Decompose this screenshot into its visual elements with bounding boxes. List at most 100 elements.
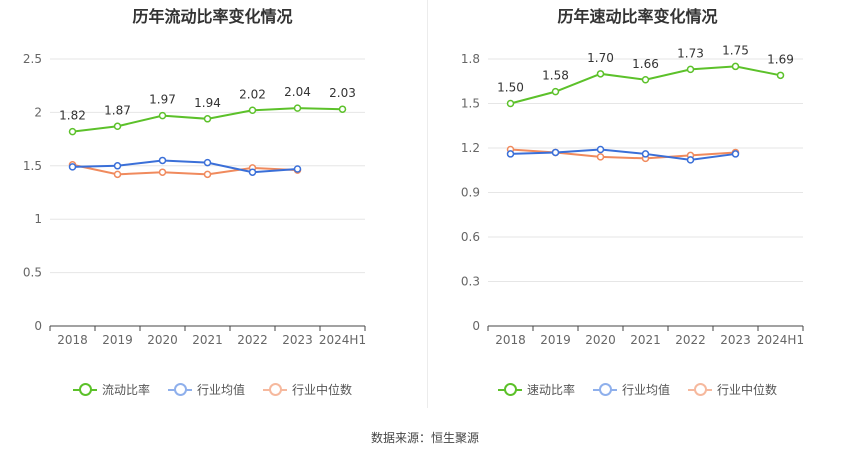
chart-legend: 速动比率 行业均值 行业中位数 [425, 381, 850, 398]
y-tick-label: 0.9 [461, 186, 480, 200]
y-tick-label: 0 [34, 319, 42, 333]
y-tick-label: 1.5 [23, 159, 42, 173]
legend-marker-icon [72, 382, 97, 396]
legend-marker-icon [688, 382, 712, 396]
data-label: 1.87 [104, 103, 131, 117]
data-point[interactable] [203, 115, 212, 123]
data-point[interactable] [293, 104, 302, 112]
data-label: 1.75 [722, 43, 749, 57]
data-point[interactable] [203, 170, 212, 179]
current-ratio-plot: 0 0.5 1 1.5 2 2.5 2018 2019 2020 2021 2022 2023 2024… [23, 52, 366, 347]
y-tick-label: 0.3 [461, 275, 480, 289]
data-point[interactable] [776, 71, 785, 80]
legend-label: 行业均值 [621, 383, 670, 397]
chart-title: 历年速动比率变化情况 [557, 7, 718, 26]
data-point[interactable] [596, 153, 605, 161]
data-point[interactable] [551, 87, 560, 96]
chart-panel-quick-ratio: 历年速动比率变化情况 0 0.3 0.6 0.9 1.2 1.5 1.8 2018 2019 20… [425, 0, 850, 410]
data-point[interactable] [158, 168, 167, 176]
data-point[interactable] [248, 106, 257, 115]
data-point[interactable] [731, 62, 740, 71]
legend-marker-icon [263, 382, 287, 396]
data-point[interactable] [686, 65, 695, 74]
data-point[interactable] [158, 111, 167, 120]
data-point[interactable] [506, 99, 515, 108]
legend-label: 速动比率 [526, 383, 575, 397]
legend-marker-icon [592, 382, 617, 396]
legend-item-series-2[interactable]: 行业均值 [592, 381, 670, 398]
data-label: 2.03 [329, 86, 356, 100]
x-tick-label: 2019 [540, 333, 571, 347]
x-tick-label: 2018 [495, 333, 526, 347]
data-label: 1.69 [767, 52, 794, 66]
data-label: 1.66 [632, 57, 659, 71]
data-point[interactable] [338, 105, 347, 113]
y-tick-label: 2 [34, 105, 42, 119]
y-tick-label: 1.5 [461, 97, 480, 111]
data-source-note: 数据来源：恒生聚源 [370, 431, 479, 445]
quick-ratio-plot: 0 0.3 0.6 0.9 1.2 1.5 1.8 2018 2019 2020 2021 2022 2… [461, 43, 804, 347]
chart-title: 历年流动比率变化情况 [132, 7, 293, 26]
legend-marker-icon [167, 382, 192, 396]
x-tick-label: 2022 [237, 333, 268, 347]
y-tick-label: 2.5 [23, 52, 42, 66]
data-point[interactable] [596, 145, 605, 154]
data-label: 1.70 [587, 51, 614, 65]
x-tick-label: 2020 [147, 333, 178, 347]
data-point[interactable] [113, 170, 122, 179]
legend-item-series-2[interactable]: 行业均值 [167, 381, 245, 398]
data-point[interactable] [113, 162, 122, 170]
data-point[interactable] [68, 127, 77, 136]
data-point[interactable] [248, 168, 257, 176]
x-tick-label: 2020 [585, 333, 616, 347]
legend-label: 流动比率 [101, 383, 150, 397]
data-point[interactable] [641, 76, 650, 84]
chart-legend: 流动比率 行业均值 行业中位数 [0, 381, 425, 398]
data-point[interactable] [293, 165, 302, 173]
data-point[interactable] [641, 150, 650, 158]
data-label: 2.04 [284, 85, 311, 99]
y-tick-label: 1.8 [461, 52, 480, 66]
data-label: 1.73 [677, 46, 704, 60]
legend-item-series-1[interactable]: 流动比率 [72, 381, 150, 398]
data-label: 1.58 [542, 69, 569, 83]
data-point[interactable] [158, 156, 167, 165]
data-label: 1.82 [59, 109, 86, 123]
y-tick-label: 0 [472, 319, 480, 333]
data-label: 2.02 [239, 87, 266, 101]
x-tick-label: 2023 [720, 333, 751, 347]
data-point[interactable] [113, 122, 122, 131]
x-tick-label: 2021 [630, 333, 661, 347]
x-tick-label: 2021 [192, 333, 223, 347]
legend-label: 行业中位数 [717, 383, 778, 397]
data-point[interactable] [731, 150, 740, 158]
series-line-2 [510, 148, 736, 161]
series-line-3 [72, 163, 298, 176]
data-label: 1.97 [149, 93, 176, 107]
legend-label: 行业均值 [196, 383, 245, 397]
panel-divider [427, 0, 428, 408]
legend-marker-icon [497, 382, 522, 396]
chart-panel-current-ratio: 历年流动比率变化情况 0 0.5 1 1.5 2 2.5 2018 2019 2020 2021 2… [0, 0, 425, 410]
x-tick-label: 2018 [57, 333, 88, 347]
data-point[interactable] [203, 158, 212, 167]
legend-item-series-3[interactable]: 行业中位数 [263, 381, 352, 398]
legend-item-series-1[interactable]: 速动比率 [497, 381, 575, 398]
data-label: 1.94 [194, 96, 221, 110]
data-label: 1.50 [497, 81, 524, 95]
series-line-2 [72, 159, 298, 174]
y-tick-label: 0.5 [23, 266, 42, 280]
data-point[interactable] [506, 150, 515, 158]
x-tick-label: 2024H1 [757, 333, 804, 347]
data-point[interactable] [596, 70, 605, 78]
legend-label: 行业中位数 [292, 383, 353, 397]
data-point[interactable] [686, 156, 695, 164]
legend-item-series-3[interactable]: 行业中位数 [688, 381, 777, 398]
x-tick-label: 2023 [282, 333, 313, 347]
y-tick-label: 1 [34, 212, 42, 226]
y-tick-label: 1.2 [461, 141, 480, 155]
data-point[interactable] [68, 163, 77, 171]
x-tick-label: 2019 [102, 333, 133, 347]
data-point[interactable] [551, 148, 560, 157]
x-tick-label: 2024H1 [319, 333, 366, 347]
